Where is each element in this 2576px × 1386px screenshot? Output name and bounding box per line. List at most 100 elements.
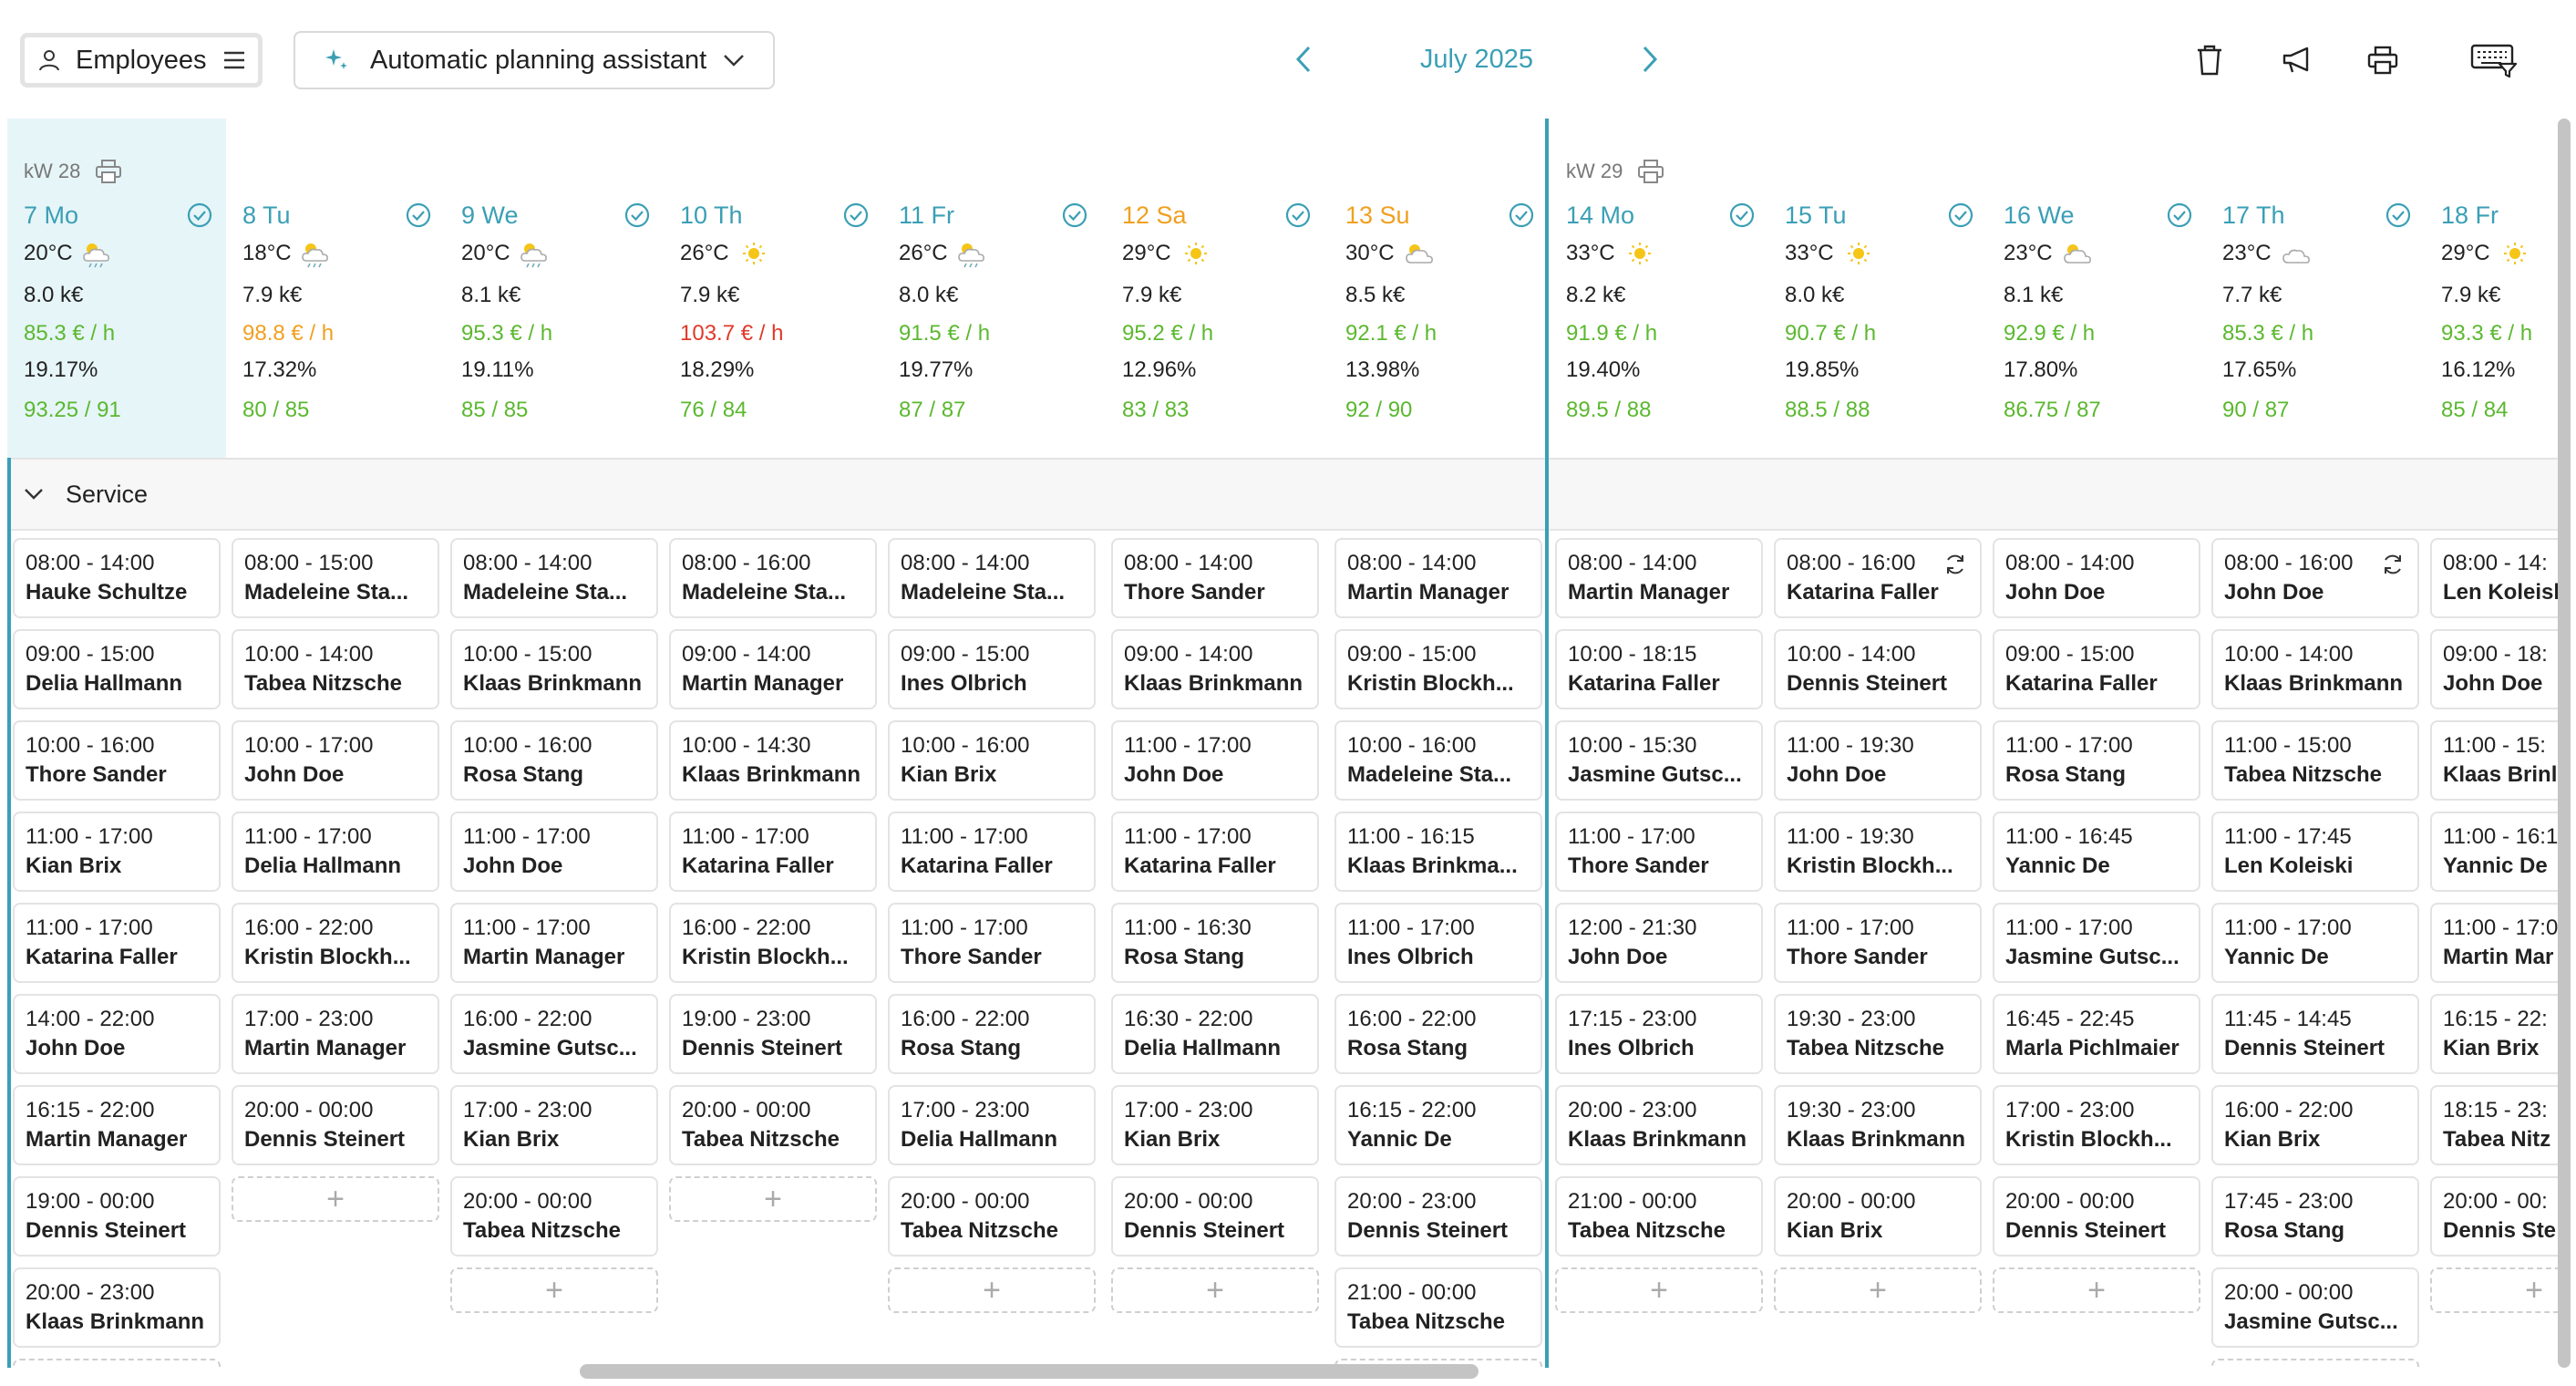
check-circle-icon[interactable]	[1284, 202, 1312, 229]
add-shift-button[interactable]: +	[1111, 1267, 1319, 1313]
shift-card[interactable]: 11:00 - 17:00 Thore Sander	[1555, 812, 1763, 892]
shift-card[interactable]: 17:00 - 23:00 Kristin Blockh...	[1993, 1085, 2200, 1165]
shift-card[interactable]: 16:15 - 22: Kian Brix	[2430, 994, 2569, 1074]
shift-card[interactable]: 19:30 - 23:00 Tabea Nitzsche	[1774, 994, 1982, 1074]
shift-card[interactable]: 17:00 - 23:00 Delia Hallmann	[888, 1085, 1096, 1165]
shift-card[interactable]: 08:00 - 14:00 Madeleine Sta...	[450, 538, 658, 618]
shift-card[interactable]: 16:15 - 22:00 Yannic De	[1334, 1085, 1542, 1165]
shift-card[interactable]: 10:00 - 18:15 Katarina Faller	[1555, 629, 1763, 709]
shift-card[interactable]: 11:00 - 16:1 Yannic De	[2430, 812, 2569, 892]
day-date[interactable]: 11 Fr	[899, 201, 955, 229]
shift-card[interactable]: 16:00 - 22:00 Jasmine Gutsc...	[450, 994, 658, 1074]
shift-card[interactable]: 11:00 - 15:00 Tabea Nitzsche	[2211, 720, 2419, 801]
day-date[interactable]: 9 We	[461, 201, 519, 229]
next-month-button[interactable]	[1623, 32, 1677, 87]
day-date[interactable]: 12 Sa	[1122, 201, 1187, 229]
add-shift-button[interactable]: +	[450, 1267, 658, 1313]
shift-card[interactable]: 21:00 - 00:00 Tabea Nitzsche	[1555, 1176, 1763, 1257]
shift-card[interactable]: 11:00 - 17:00 Delia Hallmann	[232, 812, 439, 892]
shift-card[interactable]: 17:45 - 23:00 Rosa Stang	[2211, 1176, 2419, 1257]
shift-card[interactable]: 17:00 - 23:00 Kian Brix	[450, 1085, 658, 1165]
shift-card[interactable]: 20:00 - 00:00 Kian Brix	[1774, 1176, 1982, 1257]
add-shift-button[interactable]: +	[1555, 1267, 1763, 1313]
shift-card[interactable]: 18:15 - 23: Tabea Nitz	[2430, 1085, 2569, 1165]
day-date[interactable]: 18 Fr	[2441, 201, 2499, 229]
add-shift-button[interactable]: +	[232, 1176, 439, 1222]
check-circle-icon[interactable]	[1728, 202, 1756, 229]
shift-card[interactable]: 16:15 - 22:00 Martin Manager	[13, 1085, 221, 1165]
print-button[interactable]	[2355, 33, 2410, 88]
day-date[interactable]: 17 Th	[2222, 201, 2285, 229]
shift-card[interactable]: 11:00 - 16:45 Yannic De	[1993, 812, 2200, 892]
shift-card[interactable]: 11:00 - 16:15 Klaas Brinkma...	[1334, 812, 1542, 892]
shift-card[interactable]: 12:00 - 21:30 John Doe	[1555, 903, 1763, 983]
shift-card[interactable]: 17:00 - 23:00 Kian Brix	[1111, 1085, 1319, 1165]
add-shift-button[interactable]: +	[2430, 1267, 2569, 1313]
printer-icon[interactable]	[95, 159, 122, 184]
shift-card[interactable]: 08:00 - 14:00 John Doe	[1993, 538, 2200, 618]
shift-card[interactable]: 11:00 - 17:45 Len Koleiski	[2211, 812, 2419, 892]
check-circle-icon[interactable]	[405, 202, 432, 229]
day-date[interactable]: 15 Tu	[1785, 201, 1847, 229]
shift-card[interactable]: 09:00 - 14:00 Klaas Brinkmann	[1111, 629, 1319, 709]
shift-card[interactable]: 20:00 - 23:00 Klaas Brinkmann	[13, 1267, 221, 1348]
shift-card[interactable]: 10:00 - 16:00 Thore Sander	[13, 720, 221, 801]
shift-card[interactable]: 11:00 - 17:00 Thore Sander	[888, 903, 1096, 983]
shift-card[interactable]: 08:00 - 14:00 Madeleine Sta...	[888, 538, 1096, 618]
shift-card[interactable]: 10:00 - 15:30 Jasmine Gutsc...	[1555, 720, 1763, 801]
shift-card[interactable]: 11:00 - 17:00 Jasmine Gutsc...	[1993, 903, 2200, 983]
shift-card[interactable]: 08:00 - 16:00 Madeleine Sta...	[669, 538, 877, 618]
shift-card[interactable]: 17:15 - 23:00 Ines Olbrich	[1555, 994, 1763, 1074]
shift-card[interactable]: 10:00 - 16:00 Rosa Stang	[450, 720, 658, 801]
shift-card[interactable]: 16:00 - 22:00 Rosa Stang	[888, 994, 1096, 1074]
shift-card[interactable]: 11:00 - 17:0 Martin Mar	[2430, 903, 2569, 983]
shift-card[interactable]: 20:00 - 00:00 Dennis Steinert	[1993, 1176, 2200, 1257]
shift-card[interactable]: 19:00 - 23:00 Dennis Steinert	[669, 994, 877, 1074]
horizontal-scrollbar[interactable]	[580, 1364, 1479, 1379]
add-shift-button[interactable]: +	[1993, 1267, 2200, 1313]
shift-card[interactable]: 17:00 - 23:00 Martin Manager	[232, 994, 439, 1074]
shift-card[interactable]: 11:00 - 17:00 John Doe	[1111, 720, 1319, 801]
check-circle-icon[interactable]	[2166, 202, 2193, 229]
shift-card[interactable]: 10:00 - 16:00 Kian Brix	[888, 720, 1096, 801]
shift-card[interactable]: 08:00 - 14:00 Thore Sander	[1111, 538, 1319, 618]
shift-card[interactable]: 16:45 - 22:45 Marla Pichlmaier	[1993, 994, 2200, 1074]
service-section-header[interactable]: Service	[7, 460, 2569, 531]
shift-card[interactable]: 10:00 - 16:00 Madeleine Sta...	[1334, 720, 1542, 801]
shift-card[interactable]: 11:00 - 17:00 Ines Olbrich	[1334, 903, 1542, 983]
shift-card[interactable]: 09:00 - 14:00 Martin Manager	[669, 629, 877, 709]
day-date[interactable]: 14 Mo	[1566, 201, 1635, 229]
shift-card[interactable]: 08:00 - 14:00 Martin Manager	[1555, 538, 1763, 618]
check-circle-icon[interactable]	[842, 202, 870, 229]
shift-card[interactable]: 16:00 - 22:00 Kristin Blockh...	[669, 903, 877, 983]
shift-card[interactable]: 11:00 - 17:00 Katarina Faller	[669, 812, 877, 892]
shift-card[interactable]: 10:00 - 14:00 Dennis Steinert	[1774, 629, 1982, 709]
shift-card[interactable]: 14:00 - 22:00 John Doe	[13, 994, 221, 1074]
printer-icon[interactable]	[1637, 159, 1664, 184]
planning-assistant-dropdown[interactable]: Automatic planning assistant	[294, 31, 775, 89]
shift-card[interactable]: 08:00 - 16:00 John Doe	[2211, 538, 2419, 618]
day-date[interactable]: 8 Tu	[242, 201, 291, 229]
shift-card[interactable]: 11:00 - 17:00 Kian Brix	[13, 812, 221, 892]
shift-card[interactable]: 20:00 - 00:00 Dennis Steinert	[232, 1085, 439, 1165]
shift-card[interactable]: 20:00 - 00:00 Tabea Nitzsche	[669, 1085, 877, 1165]
shift-card[interactable]: 10:00 - 15:00 Klaas Brinkmann	[450, 629, 658, 709]
day-date[interactable]: 16 We	[2004, 201, 2075, 229]
check-circle-icon[interactable]	[1947, 202, 1974, 229]
shift-card[interactable]: 20:00 - 23:00 Dennis Steinert	[1334, 1176, 1542, 1257]
shift-card[interactable]: 11:00 - 17:00 John Doe	[450, 812, 658, 892]
check-circle-icon[interactable]	[1061, 202, 1088, 229]
shift-card[interactable]: 16:00 - 22:00 Rosa Stang	[1334, 994, 1542, 1074]
shift-card[interactable]: 09:00 - 18: John Doe	[2430, 629, 2569, 709]
shift-card[interactable]: 10:00 - 17:00 John Doe	[232, 720, 439, 801]
shift-card[interactable]: 11:00 - 19:30 John Doe	[1774, 720, 1982, 801]
check-circle-icon[interactable]	[186, 202, 213, 229]
shift-card[interactable]: 20:00 - 00:00 Tabea Nitzsche	[888, 1176, 1096, 1257]
shift-card[interactable]: 20:00 - 00:00 Dennis Steinert	[1111, 1176, 1319, 1257]
check-circle-icon[interactable]	[1508, 202, 1535, 229]
shift-card[interactable]: 08:00 - 16:00 Katarina Faller	[1774, 538, 1982, 618]
day-date[interactable]: 7 Mo	[24, 201, 79, 229]
add-shift-button[interactable]: +	[1774, 1267, 1982, 1313]
shift-card[interactable]: 11:45 - 14:45 Dennis Steinert	[2211, 994, 2419, 1074]
add-shift-button[interactable]: +	[2211, 1359, 2419, 1368]
